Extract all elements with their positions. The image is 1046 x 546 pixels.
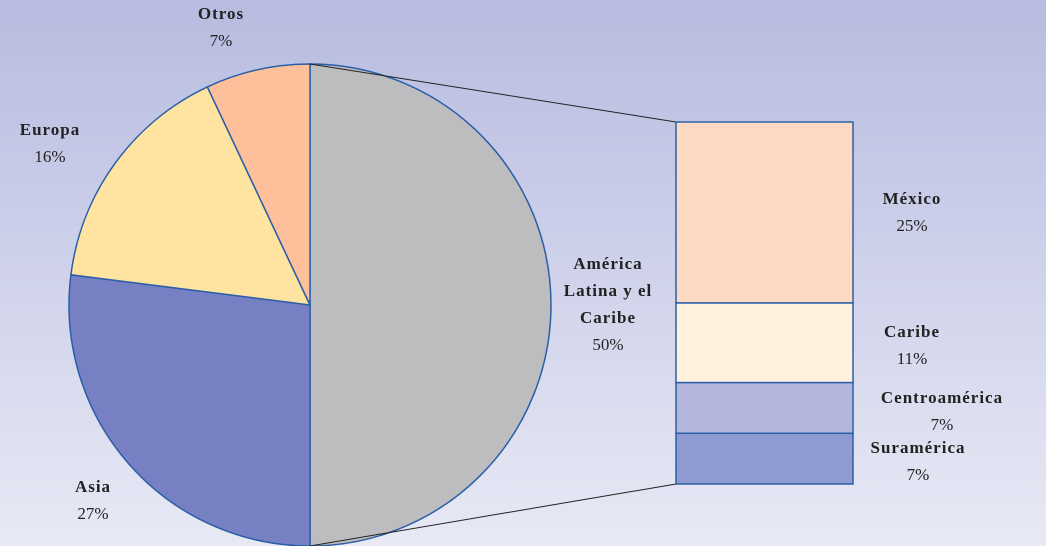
label-value: 16% xyxy=(34,147,66,166)
bar-segment xyxy=(675,432,854,485)
pie-slice xyxy=(68,273,311,546)
label-value: 50% xyxy=(592,335,624,354)
label-name: Europa xyxy=(19,120,81,139)
data-label: Centroamérica 7% xyxy=(881,384,1003,438)
label-name: Asia xyxy=(74,477,112,496)
bar-segment xyxy=(675,121,854,304)
data-label: México 25% xyxy=(883,185,942,239)
label-name: Suramérica xyxy=(870,438,966,457)
bar-segment xyxy=(675,302,854,384)
label-value: 25% xyxy=(896,216,928,235)
label-name: México xyxy=(882,189,942,208)
connector-line xyxy=(309,63,677,123)
data-label: Suramérica 7% xyxy=(871,434,966,488)
data-label: América Latina y el Caribe 50% xyxy=(558,250,658,358)
connector-line xyxy=(309,483,677,546)
label-value: 7% xyxy=(930,415,954,434)
data-label: Europa 16% xyxy=(20,116,81,170)
label-value: 27% xyxy=(77,504,109,523)
label-name: Caribe xyxy=(883,322,941,341)
data-label: Asia 27% xyxy=(75,473,111,527)
label-value: 7% xyxy=(209,31,233,50)
label-value: 7% xyxy=(906,465,930,484)
label-name: América Latina y el Caribe xyxy=(563,254,653,327)
pie-slice xyxy=(309,63,552,546)
pie-slice xyxy=(206,63,311,306)
pie-slice xyxy=(70,85,312,306)
data-label: Caribe 11% xyxy=(884,318,940,372)
label-name: Otros xyxy=(197,4,245,23)
bar-segment xyxy=(675,381,854,435)
data-label: Otros 7% xyxy=(198,0,244,54)
label-name: Centroamérica xyxy=(880,388,1004,407)
label-value: 11% xyxy=(896,349,928,368)
